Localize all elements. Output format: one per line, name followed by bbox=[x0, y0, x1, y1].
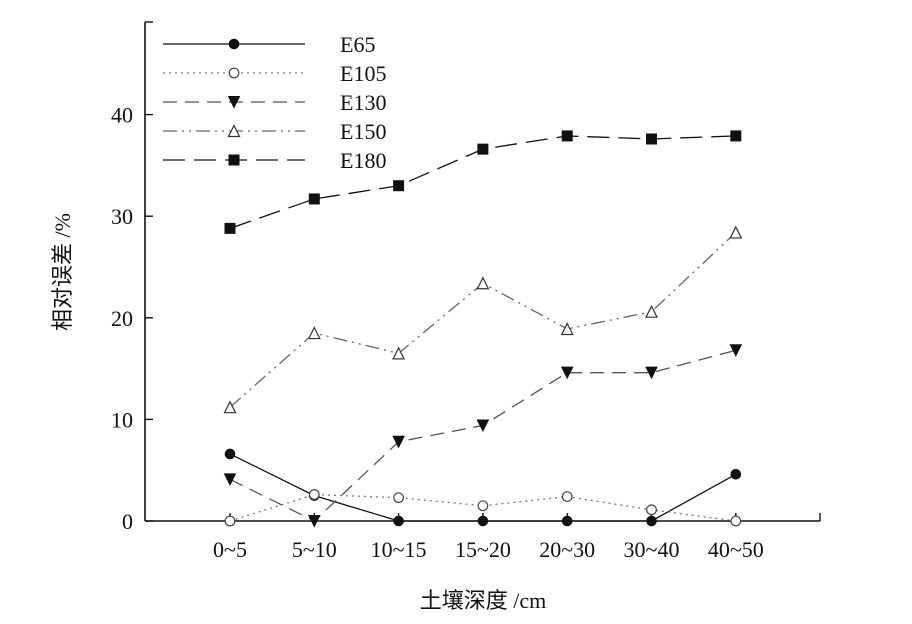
data-point bbox=[730, 468, 742, 480]
series-line bbox=[229, 349, 736, 522]
y-ticks: 0 10 20 30 40 bbox=[111, 21, 153, 534]
data-point bbox=[392, 435, 405, 449]
data-point bbox=[224, 515, 236, 527]
x-axis-title: 土壤深度 /cm bbox=[420, 588, 547, 613]
data-point bbox=[308, 193, 320, 205]
data-point bbox=[223, 400, 237, 414]
data-point bbox=[560, 322, 574, 336]
y-axis-title: 相对误差 /% bbox=[50, 213, 75, 331]
data-point bbox=[646, 504, 657, 516]
data-point bbox=[729, 344, 743, 357]
data-point bbox=[224, 448, 236, 460]
series-e180 bbox=[224, 130, 742, 234]
legend-label: E150 bbox=[340, 119, 386, 144]
x-tick-label: 40~50 bbox=[708, 537, 764, 562]
series-e130 bbox=[223, 344, 743, 528]
data-point bbox=[561, 515, 573, 527]
x-ticks: 0~5 5~10 10~15 15~20 20~30 30~40 40~50 bbox=[213, 513, 821, 562]
legend-item: E180 bbox=[163, 148, 386, 173]
y-tick-label: 10 bbox=[111, 407, 133, 432]
y-tick-label: 40 bbox=[111, 103, 133, 128]
legend-marker bbox=[228, 38, 240, 50]
data-point bbox=[560, 366, 574, 380]
data-point bbox=[393, 492, 405, 504]
legend-label: E105 bbox=[340, 61, 386, 86]
y-tick-label: 0 bbox=[122, 509, 133, 534]
legend-marker bbox=[228, 67, 240, 79]
series-line bbox=[229, 231, 737, 408]
data-point bbox=[729, 225, 743, 239]
data-point bbox=[307, 326, 321, 340]
data-point bbox=[476, 276, 490, 290]
axes bbox=[144, 22, 820, 522]
data-point bbox=[393, 180, 405, 192]
series-e105 bbox=[224, 489, 742, 527]
data-point bbox=[393, 515, 404, 527]
legend-item: E150 bbox=[163, 119, 386, 144]
y-tick-label: 20 bbox=[111, 306, 133, 331]
data-point bbox=[645, 304, 658, 318]
x-tick-label: 10~15 bbox=[371, 537, 427, 562]
x-tick-label: 15~20 bbox=[455, 537, 511, 562]
legend-item: E65 bbox=[163, 32, 375, 57]
data-point bbox=[561, 130, 573, 142]
data-point bbox=[477, 515, 489, 527]
data-point bbox=[476, 419, 490, 433]
legend-marker bbox=[227, 124, 241, 138]
series-layer bbox=[223, 130, 743, 528]
legend: E65 E105 E130 E150 E180 bbox=[163, 32, 386, 173]
x-tick-label: 5~10 bbox=[292, 537, 337, 562]
data-point bbox=[561, 491, 573, 503]
data-point bbox=[477, 500, 489, 512]
legend-item: E130 bbox=[163, 90, 386, 115]
y-tick-label: 30 bbox=[111, 204, 133, 229]
legend-marker bbox=[228, 154, 240, 166]
legend-item: E105 bbox=[163, 61, 386, 86]
legend-marker bbox=[227, 96, 241, 109]
legend-label: E65 bbox=[340, 32, 375, 57]
data-point bbox=[308, 489, 320, 500]
data-point bbox=[477, 143, 489, 155]
x-tick-label: 30~40 bbox=[624, 537, 680, 562]
data-point bbox=[646, 133, 657, 145]
data-point bbox=[392, 346, 406, 360]
data-point bbox=[645, 366, 658, 380]
data-point bbox=[646, 515, 657, 527]
data-point bbox=[224, 222, 236, 234]
series-e150 bbox=[223, 225, 743, 414]
legend-label: E180 bbox=[340, 148, 386, 173]
data-point bbox=[307, 515, 321, 528]
x-tick-label: 20~30 bbox=[539, 537, 595, 562]
legend-label: E130 bbox=[340, 90, 386, 115]
data-point bbox=[730, 515, 742, 527]
data-point bbox=[223, 473, 237, 486]
data-point bbox=[730, 130, 742, 142]
x-tick-label: 0~5 bbox=[213, 537, 247, 562]
